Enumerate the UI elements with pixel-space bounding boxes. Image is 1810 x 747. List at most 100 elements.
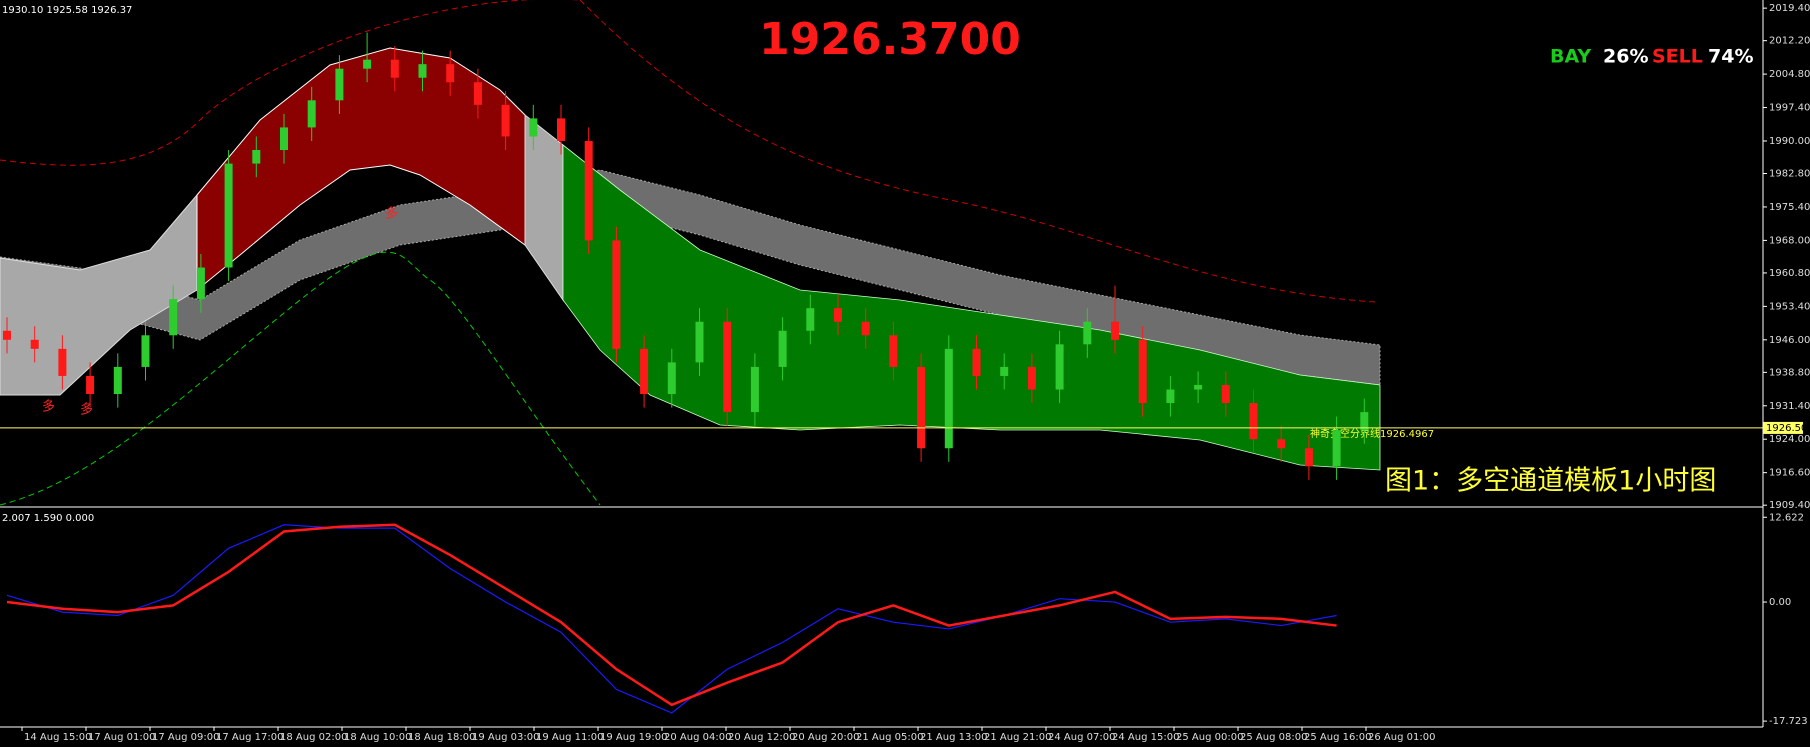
candle-body (141, 335, 150, 367)
x-tick-label: 25 Aug 08:00 (1240, 732, 1307, 743)
candle-body (861, 321, 870, 336)
sell-label: SELL (1652, 46, 1703, 68)
candle-body (280, 127, 288, 151)
candle-body (224, 163, 233, 268)
candle-body (778, 330, 787, 367)
candle-body (695, 321, 704, 363)
green-band (562, 144, 1381, 471)
candle-body (584, 140, 593, 241)
candle-body (58, 348, 67, 376)
x-tick-label: 24 Aug 15:00 (1112, 732, 1179, 743)
candle-body (889, 335, 898, 367)
y-tick-label: 12.622 (1769, 512, 1804, 523)
candle-body (1194, 384, 1203, 390)
candle-body (1111, 321, 1119, 340)
candle-body (335, 68, 344, 101)
candle-body (723, 321, 732, 413)
candle-body (529, 118, 538, 137)
candle-body (1138, 339, 1147, 404)
y-tick-label: 2004.80 (1769, 69, 1810, 80)
upper-dashed (0, 0, 1376, 303)
candle-body (834, 308, 842, 322)
red-band (196, 47, 526, 292)
candle-body (806, 308, 815, 331)
candle-body (1027, 366, 1036, 390)
y-tick-label: 1982.80 (1769, 169, 1810, 180)
y-tick-label: 1953.40 (1769, 301, 1810, 312)
y-tick-label: 1916.60 (1769, 468, 1810, 479)
candle-body (196, 267, 205, 300)
caption: 图1：多空通道模板1小时图 (1385, 466, 1716, 497)
marker: 多 (80, 402, 93, 418)
x-tick-label: 25 Aug 16:00 (1304, 732, 1371, 743)
x-tick-label: 21 Aug 21:00 (984, 732, 1051, 743)
candle-body (3, 330, 11, 340)
candle-body (363, 59, 372, 69)
x-tick-label: 17 Aug 01:00 (88, 732, 155, 743)
marker: 多 (42, 399, 55, 415)
y-tick-label: -17.723 (1769, 716, 1808, 727)
channels (0, 0, 1381, 506)
y-tick-label: 1968.00 (1769, 235, 1810, 246)
x-tick-label: 26 Aug 01:00 (1368, 732, 1435, 743)
big-price: 1926.3700 (759, 14, 1021, 65)
y-tick-label: 1997.40 (1769, 103, 1810, 114)
x-tick-label: 21 Aug 05:00 (856, 732, 923, 743)
price-tag (1763, 421, 1803, 434)
indicator-line (6, 524, 1337, 714)
ohlc-info: 1930.10 1925.58 1926.37 (2, 5, 132, 16)
x-tick-label: 25 Aug 00:00 (1176, 732, 1243, 743)
x-tick-label: 20 Aug 20:00 (792, 732, 859, 743)
bay-label: BAY (1550, 46, 1591, 68)
y-tick-label: 1909.40 (1769, 500, 1810, 511)
y-tick-label: 1931.40 (1769, 401, 1810, 412)
candle-body (944, 348, 953, 449)
x-tick-label: 18 Aug 18:00 (408, 732, 475, 743)
candle-body (446, 64, 455, 83)
y-tick-label: 1990.00 (1769, 136, 1810, 147)
x-tick-label: 20 Aug 04:00 (664, 732, 731, 743)
y-tick-label: 0.00 (1769, 597, 1791, 608)
mid-gray-band (524, 113, 564, 302)
candle-body (307, 100, 316, 128)
candle-body (473, 82, 482, 105)
candle-body (30, 339, 39, 349)
candle-body (113, 366, 122, 395)
x-tick-label: 19 Aug 19:00 (600, 732, 667, 743)
candle-body (1332, 430, 1341, 467)
marker: 多 (385, 206, 398, 222)
candle-body (418, 64, 427, 78)
line-label: 神奇多空分界线1926.4967 (1310, 427, 1434, 440)
candle-body (1304, 448, 1313, 467)
indicator-info: 2.007 1.590 0.000 (2, 513, 94, 524)
candle-body (1249, 403, 1258, 440)
indicator-line (6, 523, 1337, 707)
candle-body (1083, 321, 1092, 345)
x-tick-label: 19 Aug 11:00 (536, 732, 603, 743)
left-gray-band (0, 193, 198, 396)
x-tick-label: 20 Aug 12:00 (728, 732, 795, 743)
x-tick-label: 17 Aug 17:00 (216, 732, 283, 743)
x-tick-label: 17 Aug 09:00 (152, 732, 219, 743)
x-tick-label: 21 Aug 13:00 (920, 732, 987, 743)
x-tick-label: 18 Aug 02:00 (280, 732, 347, 743)
y-tick-label: 1975.40 (1769, 202, 1810, 213)
lower-dashed (0, 251, 601, 506)
candle-body (1166, 389, 1175, 404)
candle-body (557, 118, 565, 141)
candle-body (86, 375, 95, 395)
candle-body (612, 240, 621, 349)
y-tick-label: 1938.80 (1769, 367, 1810, 378)
candle-body (640, 348, 649, 395)
y-tick-label: 1924.00 (1769, 434, 1810, 445)
candle-body (972, 348, 981, 376)
bay-pct: 26% (1603, 46, 1648, 68)
candle-body (1360, 412, 1369, 431)
candle-body (501, 104, 510, 137)
candle-body (917, 366, 926, 449)
candle-body (1000, 366, 1009, 376)
candle-body (169, 299, 178, 336)
x-tick-label: 14 Aug 15:00 (24, 732, 91, 743)
candle-body (750, 366, 759, 413)
candle-body (252, 150, 261, 164)
